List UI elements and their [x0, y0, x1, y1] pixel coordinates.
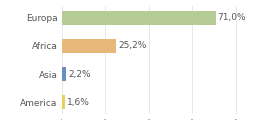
Bar: [62, 39, 116, 53]
Bar: [62, 67, 66, 81]
Text: 25,2%: 25,2%: [118, 42, 146, 51]
Text: 1,6%: 1,6%: [67, 98, 90, 107]
Text: 71,0%: 71,0%: [218, 13, 246, 22]
Text: 2,2%: 2,2%: [68, 69, 91, 78]
Bar: [62, 11, 216, 25]
Bar: [62, 95, 65, 109]
